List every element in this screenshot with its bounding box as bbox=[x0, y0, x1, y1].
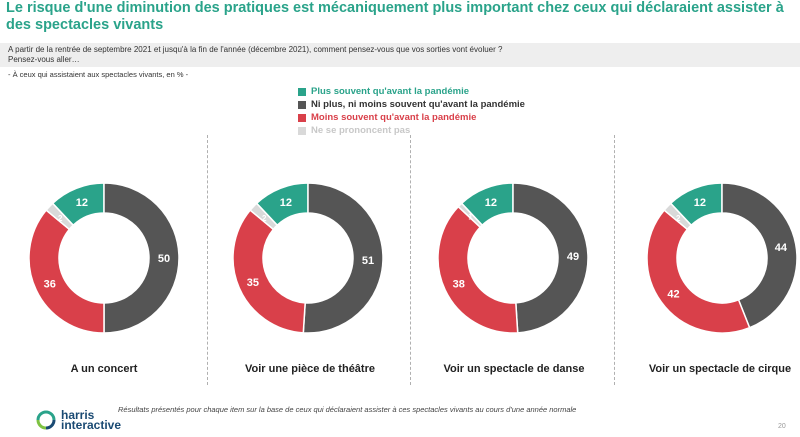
donut-slice-nsp bbox=[663, 202, 693, 231]
page-title: Le risque d'une diminution des pratiques… bbox=[6, 0, 784, 33]
donut-label-ni: 49 bbox=[567, 251, 579, 263]
donut-label-ni: 44 bbox=[775, 242, 788, 254]
legend-item-ni: Ni plus, ni moins souvent qu'avant la pa… bbox=[298, 98, 525, 111]
donut-label-nsp: 2 bbox=[676, 214, 681, 223]
logo-mark-icon bbox=[36, 410, 56, 430]
question-text: A partir de la rentrée de septembre 2021… bbox=[8, 45, 503, 54]
donut-slice-ni bbox=[721, 182, 798, 329]
chart-legend: Plus souvent qu'avant la pandémie Ni plu… bbox=[298, 85, 525, 137]
legend-swatch-plus bbox=[298, 87, 306, 96]
donut-label-moins: 35 bbox=[247, 277, 259, 289]
legend-swatch-ni bbox=[298, 100, 306, 109]
donut-label-nsp: 2 bbox=[58, 214, 63, 223]
logo-line1: harris bbox=[61, 408, 95, 422]
donut-slice-ni bbox=[512, 182, 589, 334]
column-divider bbox=[614, 135, 615, 385]
item-label-cirque: Voir un spectacle de cirque bbox=[648, 363, 792, 375]
legend-label-nsp: Ne se prononcent pas bbox=[311, 125, 411, 136]
donut-slice-moins bbox=[437, 205, 519, 334]
donut-label-plus: 12 bbox=[485, 197, 497, 209]
legend-item-moins: Moins souvent qu'avant la pandémie bbox=[298, 111, 525, 124]
item-label-theatre: Voir une pièce de théâtre bbox=[244, 363, 375, 375]
legend-label-moins: Moins souvent qu'avant la pandémie bbox=[311, 112, 477, 123]
column-divider bbox=[410, 135, 411, 385]
donut-label-moins: 36 bbox=[44, 279, 56, 291]
page-number: 20 bbox=[778, 423, 786, 430]
donut-slice-moins bbox=[28, 209, 105, 334]
legend-label-ni: Ni plus, ni moins souvent qu'avant la pa… bbox=[311, 99, 525, 110]
donut-slice-ni bbox=[103, 182, 180, 334]
donut-slice-nsp bbox=[45, 202, 75, 231]
legend-item-plus: Plus souvent qu'avant la pandémie bbox=[298, 85, 525, 98]
donut-label-ni: 51 bbox=[362, 255, 374, 267]
legend-label-plus: Plus souvent qu'avant la pandémie bbox=[311, 86, 469, 97]
base-note: - À ceux qui assistaient aux spectacles … bbox=[8, 70, 189, 79]
item-label-danse: Voir un spectacle de danse bbox=[443, 363, 585, 375]
donut-label-plus: 12 bbox=[76, 197, 88, 209]
donut-slice-ni bbox=[302, 182, 384, 334]
donut-slice-nsp bbox=[249, 202, 279, 231]
column-divider bbox=[207, 135, 208, 385]
question-band: A partir de la rentrée de septembre 2021… bbox=[0, 43, 800, 67]
donut-slice-moins bbox=[232, 209, 306, 334]
donut-slice-moins bbox=[646, 209, 751, 334]
donut-slice-nsp bbox=[457, 202, 484, 229]
legend-swatch-moins bbox=[298, 113, 306, 122]
donut-label-ni: 50 bbox=[158, 253, 170, 265]
donut-label-plus: 12 bbox=[280, 197, 292, 209]
logo-line2: interactive bbox=[61, 418, 122, 432]
footnote: Résultats présentés pour chaque item sur… bbox=[118, 405, 577, 414]
harris-interactive-logo: harris interactive bbox=[35, 409, 121, 431]
question-subtext: Pensez-vous aller… bbox=[8, 55, 80, 64]
donut-label-nsp: 1 bbox=[468, 213, 473, 222]
donut-label-plus: 12 bbox=[694, 197, 706, 209]
legend-item-nsp: Ne se prononcent pas bbox=[298, 124, 525, 137]
legend-swatch-nsp bbox=[298, 126, 306, 135]
item-label-concert: A un concert bbox=[70, 363, 138, 375]
donut-label-nsp: 2 bbox=[262, 214, 267, 223]
donut-label-moins: 38 bbox=[453, 279, 465, 291]
donut-label-moins: 42 bbox=[667, 288, 679, 300]
